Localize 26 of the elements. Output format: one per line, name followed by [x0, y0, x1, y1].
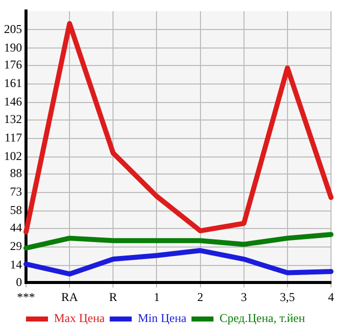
x-tick-label: 1 — [154, 290, 160, 304]
x-tick-label: 4 — [328, 290, 334, 304]
y-tick-label: 44 — [10, 220, 22, 234]
y-tick-label: 73 — [10, 184, 22, 199]
y-tick-label: 161 — [4, 76, 22, 90]
y-tick-label: 0 — [16, 274, 22, 289]
x-tick-label: *** — [17, 290, 35, 304]
y-tick-label: 205 — [4, 22, 22, 36]
y-tick-label: 14 — [10, 257, 22, 272]
y-tick-label: 58 — [10, 203, 22, 218]
y-tick-label: 146 — [4, 94, 22, 109]
legend-label: Сред.Цена, т.йен — [219, 311, 306, 326]
y-tick-label: 176 — [4, 58, 22, 72]
y-tick-label: 190 — [4, 40, 22, 54]
y-tick-label: 117 — [4, 130, 22, 144]
y-tick-label: 29 — [10, 238, 22, 253]
y-tick-label: 132 — [4, 112, 22, 126]
legend-label: Min Цена — [138, 311, 188, 326]
x-tick-label: 3,5 — [280, 290, 295, 304]
x-tick-label: 3 — [240, 290, 247, 304]
y-tick-label: 88 — [10, 166, 22, 180]
y-tick-label: 102 — [4, 148, 22, 163]
x-tick-label: 2 — [197, 290, 204, 304]
x-tick-label: RA — [61, 290, 78, 304]
x-tick-label: R — [109, 290, 118, 304]
legend-label: Max Цена — [54, 311, 106, 326]
